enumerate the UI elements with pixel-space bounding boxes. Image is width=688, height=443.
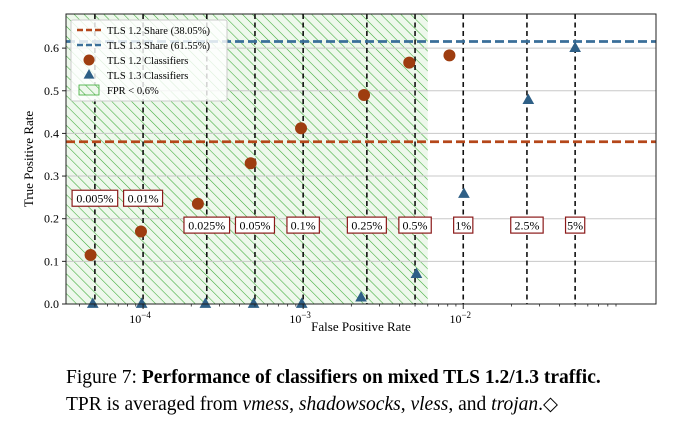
- ytick-label: 0.3: [44, 169, 59, 183]
- legend-label: TLS 1.3 Share (61.55%): [107, 41, 210, 52]
- y-axis-title: True Positive Rate: [21, 111, 36, 208]
- fpr-label-box: [122, 189, 164, 207]
- legend-circle-swatch: [83, 54, 95, 66]
- tls12-point: [84, 248, 97, 261]
- fpr-label-text: 2.5%: [514, 218, 539, 232]
- legend-label: TLS 1.3 Classifiers: [107, 71, 188, 82]
- tls12-point: [295, 122, 308, 135]
- tls12-point: [191, 197, 204, 210]
- caption-line2-prefix: TPR is averaged from: [66, 394, 243, 415]
- fpr-label-box: [398, 216, 432, 234]
- tpr-vs-fpr-chart: 0.005% 0.01%0.025% 0.05% 0.1% 0.25% 0.5% 1% 2.5…: [21, 13, 657, 334]
- fpr-label-text: 0.01%: [128, 191, 159, 205]
- fpr-label-text: 0.5%: [403, 218, 428, 232]
- tls13-point: [522, 93, 535, 105]
- tls12-point: [403, 56, 416, 69]
- figure-caption: Figure 7: Performance of classifiers on …: [66, 364, 681, 418]
- fpr-label-box: [183, 216, 231, 234]
- ytick-label: 0.0: [44, 297, 59, 311]
- tls12-point: [244, 157, 257, 170]
- legend-triangle-swatch: [83, 69, 95, 79]
- legend-box: [70, 19, 228, 102]
- caption-item-shadowsocks: shadowsocks: [298, 394, 401, 415]
- fpr-label-box: [510, 216, 544, 234]
- caption-item-vmess: vmess: [242, 394, 290, 415]
- fpr-label-box: [286, 216, 320, 234]
- fpr-label-box: [564, 216, 586, 234]
- plot-frame: [65, 13, 657, 305]
- tls13-point: [410, 267, 423, 279]
- fpr-label-text: 0.1%: [291, 218, 316, 232]
- caption-line-2: TPR is averaged from vmess, shadowsocks,…: [66, 391, 681, 418]
- caption-figure-label: Figure 7:: [66, 367, 137, 388]
- tls12-point: [134, 225, 147, 238]
- legend-hatch-swatch: [78, 84, 100, 96]
- legend-label: TLS 1.2 Classifiers: [107, 56, 188, 67]
- xtick-label: 10−2: [449, 310, 471, 326]
- ytick-label: 0.1: [44, 254, 59, 268]
- ytick-label: 0.2: [44, 212, 59, 226]
- fpr-label-text: 1%: [455, 218, 471, 232]
- caption-sep-1: ,: [289, 394, 299, 415]
- fpr-label-text: 0.05%: [239, 218, 270, 232]
- tls13-point: [199, 297, 212, 308]
- fpr-label-text: 0.25%: [351, 218, 382, 232]
- fpr-label-text: 0.025%: [188, 218, 225, 232]
- caption-item-vless: vless: [410, 394, 449, 415]
- caption-line-1: Figure 7: Performance of classifiers on …: [66, 364, 681, 391]
- tls12-point: [358, 89, 371, 102]
- tls12-point: [443, 49, 456, 62]
- legend-label: TLS 1.2 Share (38.05%): [107, 26, 210, 37]
- ytick-label: 0.6: [44, 41, 59, 55]
- ytick-label: 0.4: [44, 126, 59, 140]
- fpr-label-box: [71, 189, 119, 207]
- caption-sep-2: ,: [400, 394, 411, 415]
- fpr-label-box: [346, 216, 387, 234]
- caption-sep-3: , and: [448, 394, 492, 415]
- tls13-point: [458, 187, 470, 198]
- tls13-point: [135, 297, 148, 308]
- tls13-point: [295, 297, 308, 308]
- xtick-label: 10−4: [129, 310, 151, 326]
- fpr-label-text: 0.005%: [76, 191, 113, 205]
- caption-item-trojan: trojan: [491, 394, 539, 415]
- tls13-point: [569, 41, 581, 53]
- caption-title: Performance of classifiers on mixed TLS …: [141, 367, 601, 388]
- caption-suffix: .◇: [538, 394, 558, 415]
- tls13-point: [355, 291, 367, 302]
- fpr-label-text: 5%: [567, 218, 583, 232]
- x-axis-title: False Positive Rate: [311, 319, 411, 334]
- tls13-point: [86, 297, 99, 308]
- legend-label: FPR < 0.6%: [107, 86, 159, 97]
- fpr-label-box: [234, 216, 276, 234]
- xtick-label: 10−3: [289, 310, 311, 326]
- ytick-label: 0.5: [44, 84, 59, 98]
- fpr-label-box: [453, 216, 474, 234]
- tls13-point: [247, 297, 260, 308]
